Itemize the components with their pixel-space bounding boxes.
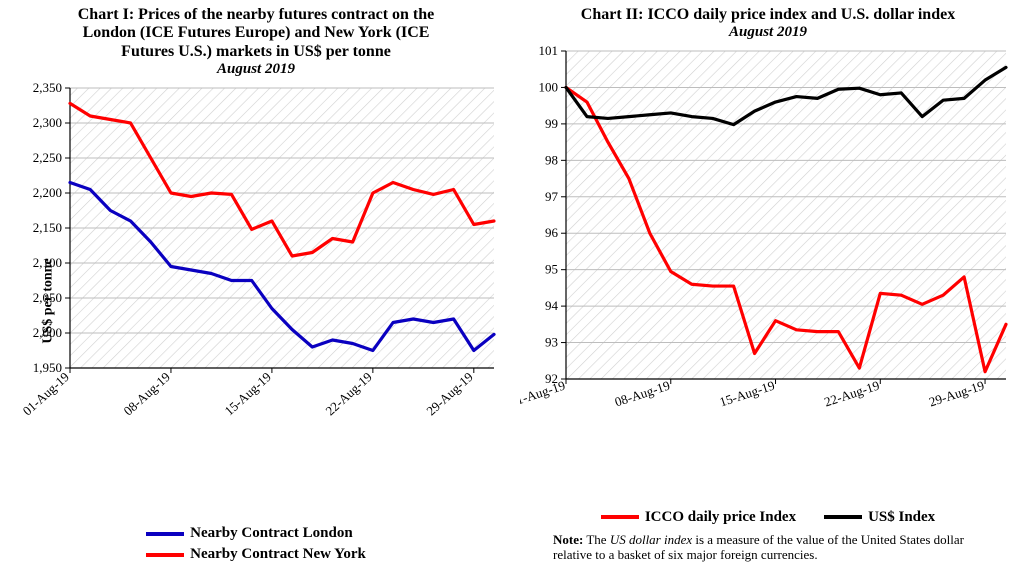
svg-text:100: 100 [539,80,559,95]
chart2-legend: ICCO daily price Index US$ Index [601,509,935,526]
legend-swatch [146,532,184,536]
legend-item: Nearby Contract New York [146,546,366,563]
legend-label: US$ Index [868,509,935,526]
legend-swatch [146,553,184,557]
svg-text:97: 97 [545,189,559,204]
chart2-title-line: Chart II: ICCO daily price index and U.S… [581,6,955,24]
legend-label: Nearby Contract New York [190,546,366,563]
svg-text:15-Aug-19: 15-Aug-19 [718,378,777,410]
legend-item: ICCO daily price Index [601,509,796,526]
svg-text:08-Aug-19: 08-Aug-19 [613,378,672,410]
legend-label: ICCO daily price Index [645,509,796,526]
note-emph: US dollar index [610,532,692,547]
chart2-subtitle: August 2019 [729,24,807,41]
legend-swatch [601,515,639,519]
svg-text:2,300: 2,300 [33,115,62,130]
chart1-title-line: London (ICE Futures Europe) and New York… [78,24,435,42]
svg-text:29-Aug-19: 29-Aug-19 [927,378,986,410]
chart1-ylabel: US$ per tonne [41,258,57,343]
chart1-title-line: Futures U.S.) markets in US$ per tonne [78,43,435,61]
svg-text:2,350: 2,350 [33,80,62,95]
chart1-title-line: Chart I: Prices of the nearby futures co… [78,6,435,24]
chart1-plot-wrap: US$ per tonne 1,9502,0002,0502,1002,1502… [8,78,504,523]
chart1-subtitle: August 2019 [217,61,295,78]
legend-item: Nearby Contract London [146,525,353,542]
legend-swatch [824,515,862,519]
svg-text:101: 101 [539,43,559,58]
svg-text:2,250: 2,250 [33,150,62,165]
note-text: The [583,532,609,547]
chart2-svg: 929394959697989910010101-Aug-1908-Aug-19… [520,41,1016,421]
svg-text:94: 94 [545,299,559,314]
svg-text:98: 98 [545,153,558,168]
svg-text:22-Aug-19: 22-Aug-19 [822,378,881,410]
chart1-panel: Chart I: Prices of the nearby futures co… [0,0,512,571]
chart1-title: Chart I: Prices of the nearby futures co… [78,6,435,61]
svg-text:93: 93 [545,335,558,350]
note-prefix: Note: [553,532,583,547]
svg-text:96: 96 [545,226,559,241]
svg-text:2,200: 2,200 [33,185,62,200]
svg-text:95: 95 [545,262,558,277]
svg-text:2,150: 2,150 [33,220,62,235]
svg-text:15-Aug-19: 15-Aug-19 [221,369,273,418]
svg-text:29-Aug-19: 29-Aug-19 [423,369,475,418]
svg-text:99: 99 [545,116,558,131]
chart2-panel: Chart II: ICCO daily price index and U.S… [512,0,1024,571]
chart2-note: Note: The US dollar index is a measure o… [553,532,983,563]
chart2-title: Chart II: ICCO daily price index and U.S… [581,6,955,24]
chart2-plot-wrap: 929394959697989910010101-Aug-1908-Aug-19… [520,41,1016,506]
svg-text:08-Aug-19: 08-Aug-19 [121,369,173,418]
chart1-legend: Nearby Contract London Nearby Contract Ne… [146,525,366,563]
legend-item: US$ Index [824,509,935,526]
svg-text:01-Aug-19: 01-Aug-19 [20,369,72,418]
chart1-svg: 1,9502,0002,0502,1002,1502,2002,2502,300… [8,78,504,438]
svg-text:22-Aug-19: 22-Aug-19 [322,369,374,418]
svg-text:01-Aug-19: 01-Aug-19 [520,378,567,410]
legend-label: Nearby Contract London [190,525,353,542]
